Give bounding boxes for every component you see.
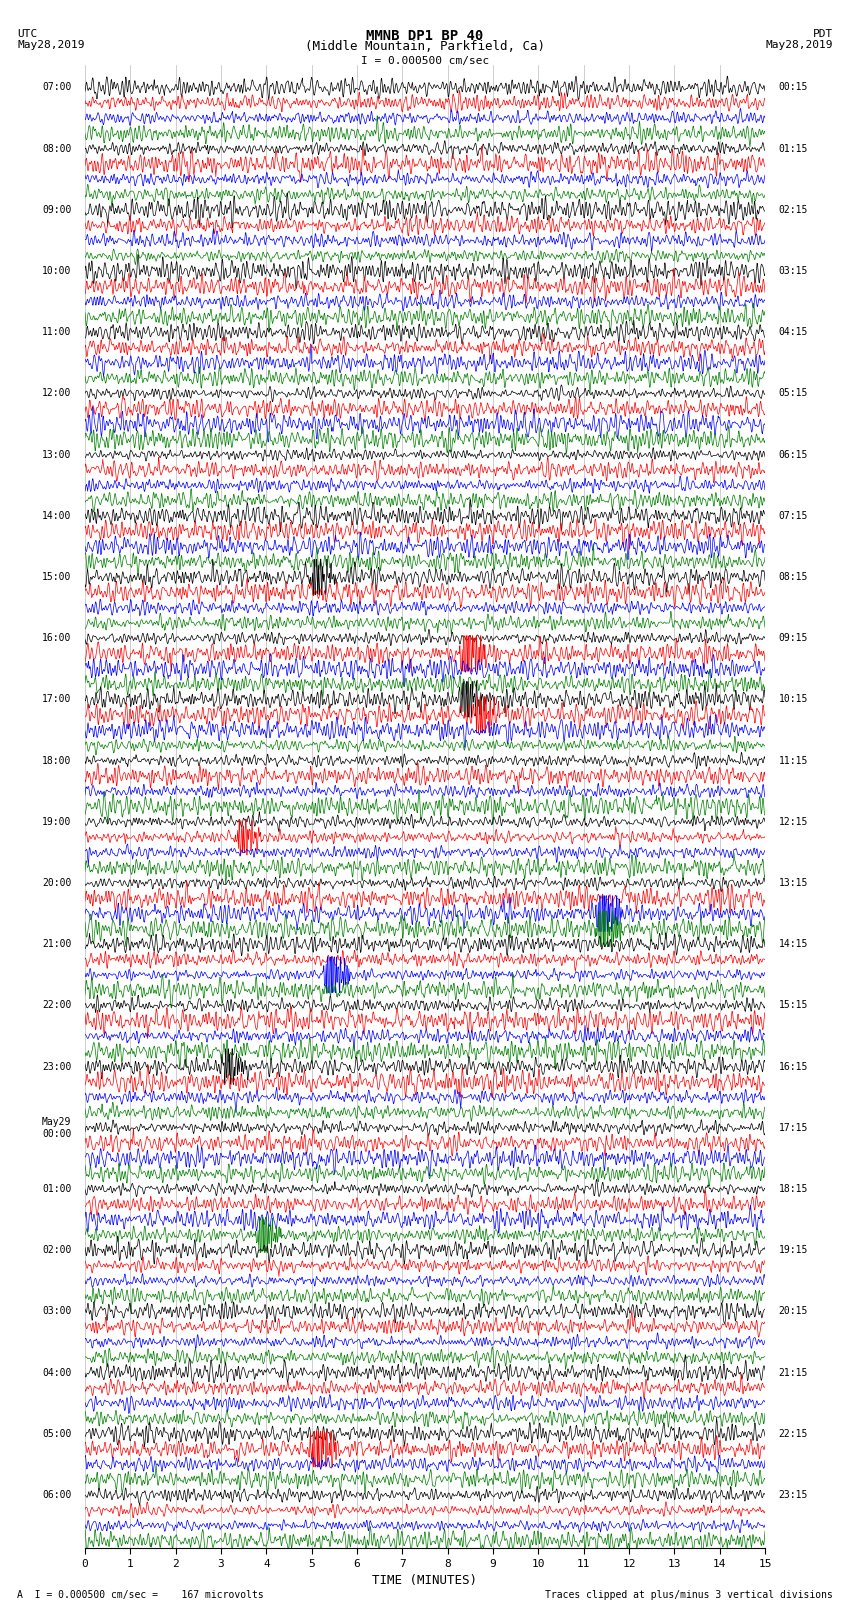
Text: 22:00: 22:00 bbox=[42, 1000, 71, 1010]
Text: 06:00: 06:00 bbox=[42, 1490, 71, 1500]
Text: 08:00: 08:00 bbox=[42, 144, 71, 153]
Text: 19:15: 19:15 bbox=[779, 1245, 808, 1255]
Text: MMNB DP1 BP 40: MMNB DP1 BP 40 bbox=[366, 29, 484, 44]
Text: 14:15: 14:15 bbox=[779, 939, 808, 948]
Text: Traces clipped at plus/minus 3 vertical divisions: Traces clipped at plus/minus 3 vertical … bbox=[545, 1590, 833, 1600]
Text: I = 0.000500 cm/sec: I = 0.000500 cm/sec bbox=[361, 56, 489, 66]
Text: 01:00: 01:00 bbox=[42, 1184, 71, 1194]
Text: May28,2019: May28,2019 bbox=[766, 40, 833, 50]
X-axis label: TIME (MINUTES): TIME (MINUTES) bbox=[372, 1574, 478, 1587]
Text: 19:00: 19:00 bbox=[42, 816, 71, 827]
Text: 08:15: 08:15 bbox=[779, 573, 808, 582]
Text: 02:00: 02:00 bbox=[42, 1245, 71, 1255]
Text: 05:00: 05:00 bbox=[42, 1429, 71, 1439]
Text: A  I = 0.000500 cm/sec =    167 microvolts: A I = 0.000500 cm/sec = 167 microvolts bbox=[17, 1590, 264, 1600]
Text: 16:00: 16:00 bbox=[42, 634, 71, 644]
Text: 16:15: 16:15 bbox=[779, 1061, 808, 1071]
Text: 13:15: 13:15 bbox=[779, 877, 808, 889]
Text: 02:15: 02:15 bbox=[779, 205, 808, 215]
Text: 10:00: 10:00 bbox=[42, 266, 71, 276]
Text: 21:15: 21:15 bbox=[779, 1368, 808, 1378]
Text: 06:15: 06:15 bbox=[779, 450, 808, 460]
Text: 14:00: 14:00 bbox=[42, 511, 71, 521]
Text: 23:15: 23:15 bbox=[779, 1490, 808, 1500]
Text: 20:00: 20:00 bbox=[42, 877, 71, 889]
Text: 04:00: 04:00 bbox=[42, 1368, 71, 1378]
Text: May29
00:00: May29 00:00 bbox=[42, 1116, 71, 1139]
Text: 13:00: 13:00 bbox=[42, 450, 71, 460]
Text: 17:15: 17:15 bbox=[779, 1123, 808, 1132]
Text: 10:15: 10:15 bbox=[779, 695, 808, 705]
Text: 21:00: 21:00 bbox=[42, 939, 71, 948]
Text: 03:15: 03:15 bbox=[779, 266, 808, 276]
Text: 00:15: 00:15 bbox=[779, 82, 808, 92]
Text: 09:15: 09:15 bbox=[779, 634, 808, 644]
Text: (Middle Mountain, Parkfield, Ca): (Middle Mountain, Parkfield, Ca) bbox=[305, 40, 545, 53]
Text: 18:00: 18:00 bbox=[42, 755, 71, 766]
Text: 22:15: 22:15 bbox=[779, 1429, 808, 1439]
Text: May28,2019: May28,2019 bbox=[17, 40, 84, 50]
Text: 03:00: 03:00 bbox=[42, 1307, 71, 1316]
Text: 05:15: 05:15 bbox=[779, 389, 808, 398]
Text: 12:00: 12:00 bbox=[42, 389, 71, 398]
Text: 07:00: 07:00 bbox=[42, 82, 71, 92]
Text: 15:15: 15:15 bbox=[779, 1000, 808, 1010]
Text: 15:00: 15:00 bbox=[42, 573, 71, 582]
Text: 23:00: 23:00 bbox=[42, 1061, 71, 1071]
Text: 07:15: 07:15 bbox=[779, 511, 808, 521]
Text: 11:00: 11:00 bbox=[42, 327, 71, 337]
Text: 11:15: 11:15 bbox=[779, 755, 808, 766]
Text: 01:15: 01:15 bbox=[779, 144, 808, 153]
Text: 09:00: 09:00 bbox=[42, 205, 71, 215]
Text: 04:15: 04:15 bbox=[779, 327, 808, 337]
Text: 18:15: 18:15 bbox=[779, 1184, 808, 1194]
Text: 12:15: 12:15 bbox=[779, 816, 808, 827]
Text: PDT: PDT bbox=[813, 29, 833, 39]
Text: 17:00: 17:00 bbox=[42, 695, 71, 705]
Text: 20:15: 20:15 bbox=[779, 1307, 808, 1316]
Text: UTC: UTC bbox=[17, 29, 37, 39]
